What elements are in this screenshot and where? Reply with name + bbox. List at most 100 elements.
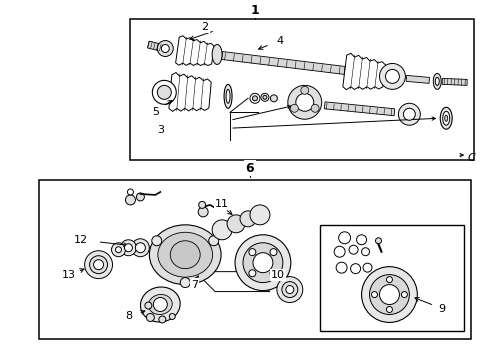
Text: 7: 7 bbox=[191, 280, 198, 289]
Circle shape bbox=[147, 314, 154, 321]
Polygon shape bbox=[406, 75, 430, 84]
Text: C: C bbox=[467, 153, 475, 163]
Text: 8: 8 bbox=[125, 311, 132, 321]
Polygon shape bbox=[221, 51, 345, 75]
Ellipse shape bbox=[433, 73, 441, 89]
Circle shape bbox=[152, 80, 176, 104]
Circle shape bbox=[350, 264, 361, 274]
Circle shape bbox=[339, 232, 350, 244]
Circle shape bbox=[362, 267, 417, 323]
Circle shape bbox=[288, 85, 322, 119]
Polygon shape bbox=[147, 41, 161, 51]
Circle shape bbox=[291, 104, 298, 112]
Text: 11: 11 bbox=[215, 199, 229, 209]
Circle shape bbox=[371, 292, 377, 298]
Circle shape bbox=[198, 201, 206, 208]
Bar bbox=[130, 19, 474, 160]
Circle shape bbox=[369, 275, 409, 315]
Circle shape bbox=[263, 95, 267, 99]
Circle shape bbox=[334, 246, 345, 257]
Text: 10: 10 bbox=[271, 270, 285, 280]
Circle shape bbox=[249, 270, 256, 277]
Text: 13: 13 bbox=[62, 270, 75, 280]
Circle shape bbox=[249, 249, 256, 256]
Circle shape bbox=[270, 270, 277, 277]
Polygon shape bbox=[343, 53, 386, 90]
Ellipse shape bbox=[443, 111, 450, 125]
Circle shape bbox=[121, 240, 136, 256]
Text: 12: 12 bbox=[74, 235, 88, 245]
Ellipse shape bbox=[149, 225, 221, 285]
Circle shape bbox=[387, 306, 392, 312]
Text: 3: 3 bbox=[157, 125, 164, 135]
Text: 9: 9 bbox=[439, 305, 446, 315]
Circle shape bbox=[250, 93, 260, 103]
Ellipse shape bbox=[440, 107, 452, 129]
Ellipse shape bbox=[141, 287, 180, 322]
Circle shape bbox=[387, 276, 392, 283]
Circle shape bbox=[243, 243, 283, 283]
Ellipse shape bbox=[226, 89, 230, 103]
Ellipse shape bbox=[158, 232, 213, 277]
Bar bbox=[319, 225, 464, 332]
Circle shape bbox=[375, 238, 382, 244]
Circle shape bbox=[252, 96, 257, 101]
Circle shape bbox=[301, 86, 309, 94]
Circle shape bbox=[85, 251, 113, 279]
Circle shape bbox=[112, 243, 125, 257]
Circle shape bbox=[124, 244, 132, 252]
Circle shape bbox=[362, 248, 369, 256]
Text: 2: 2 bbox=[201, 22, 209, 32]
Circle shape bbox=[349, 245, 358, 254]
Polygon shape bbox=[324, 102, 395, 116]
Text: 6: 6 bbox=[245, 162, 254, 175]
Ellipse shape bbox=[148, 294, 172, 315]
Circle shape bbox=[135, 243, 146, 253]
Circle shape bbox=[270, 95, 277, 102]
Ellipse shape bbox=[224, 84, 232, 108]
Circle shape bbox=[153, 298, 167, 311]
Polygon shape bbox=[442, 78, 467, 85]
Circle shape bbox=[270, 249, 277, 256]
Circle shape bbox=[379, 285, 399, 305]
Circle shape bbox=[157, 41, 173, 57]
Circle shape bbox=[159, 316, 166, 323]
Circle shape bbox=[250, 205, 270, 225]
Circle shape bbox=[136, 193, 145, 201]
Circle shape bbox=[212, 220, 232, 240]
Circle shape bbox=[386, 69, 399, 84]
Polygon shape bbox=[169, 73, 211, 111]
Polygon shape bbox=[213, 207, 267, 237]
Circle shape bbox=[336, 262, 347, 273]
Text: 1: 1 bbox=[250, 4, 259, 17]
Circle shape bbox=[398, 103, 420, 125]
Circle shape bbox=[157, 85, 171, 99]
Circle shape bbox=[240, 211, 256, 227]
Circle shape bbox=[198, 207, 208, 217]
Ellipse shape bbox=[212, 45, 222, 64]
Circle shape bbox=[379, 63, 405, 89]
Circle shape bbox=[401, 292, 407, 298]
Circle shape bbox=[282, 282, 298, 298]
Circle shape bbox=[127, 189, 133, 195]
Text: 5: 5 bbox=[152, 107, 159, 117]
Circle shape bbox=[311, 104, 319, 112]
Circle shape bbox=[131, 239, 149, 257]
Circle shape bbox=[152, 236, 162, 246]
Circle shape bbox=[286, 285, 294, 293]
Circle shape bbox=[94, 260, 103, 270]
Circle shape bbox=[296, 93, 314, 111]
Circle shape bbox=[169, 314, 175, 319]
Circle shape bbox=[357, 235, 367, 245]
Circle shape bbox=[145, 302, 152, 309]
Circle shape bbox=[277, 276, 303, 302]
Ellipse shape bbox=[445, 115, 448, 121]
Circle shape bbox=[90, 256, 107, 274]
Circle shape bbox=[261, 93, 269, 101]
Bar bbox=[39, 180, 471, 339]
Circle shape bbox=[116, 247, 122, 253]
Circle shape bbox=[227, 215, 245, 233]
Polygon shape bbox=[175, 36, 214, 66]
Text: 4: 4 bbox=[276, 36, 283, 46]
Circle shape bbox=[125, 195, 135, 205]
